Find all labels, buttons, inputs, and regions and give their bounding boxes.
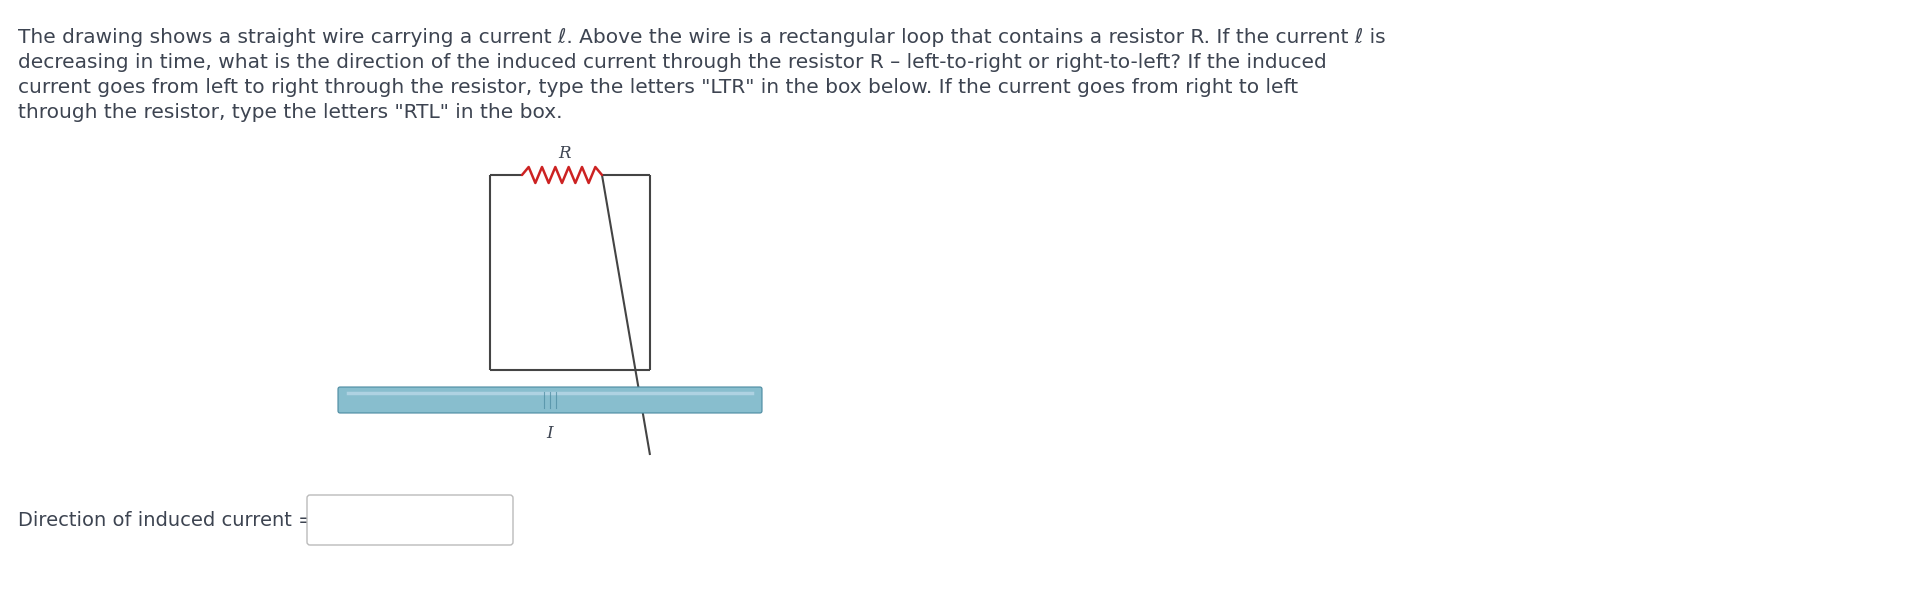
Text: I: I xyxy=(547,425,552,442)
Text: Direction of induced current =: Direction of induced current = xyxy=(17,510,314,530)
Text: The drawing shows a straight wire carrying a current ℓ. Above the wire is a rect: The drawing shows a straight wire carryi… xyxy=(17,28,1385,47)
Text: current goes from left to right through the resistor, type the letters "LTR" in : current goes from left to right through … xyxy=(17,78,1297,97)
Text: through the resistor, type the letters "RTL" in the box.: through the resistor, type the letters "… xyxy=(17,103,562,122)
Text: R: R xyxy=(558,145,572,162)
FancyBboxPatch shape xyxy=(337,387,762,413)
Text: decreasing in time, what is the direction of the induced current through the res: decreasing in time, what is the directio… xyxy=(17,53,1326,72)
FancyBboxPatch shape xyxy=(307,495,512,545)
